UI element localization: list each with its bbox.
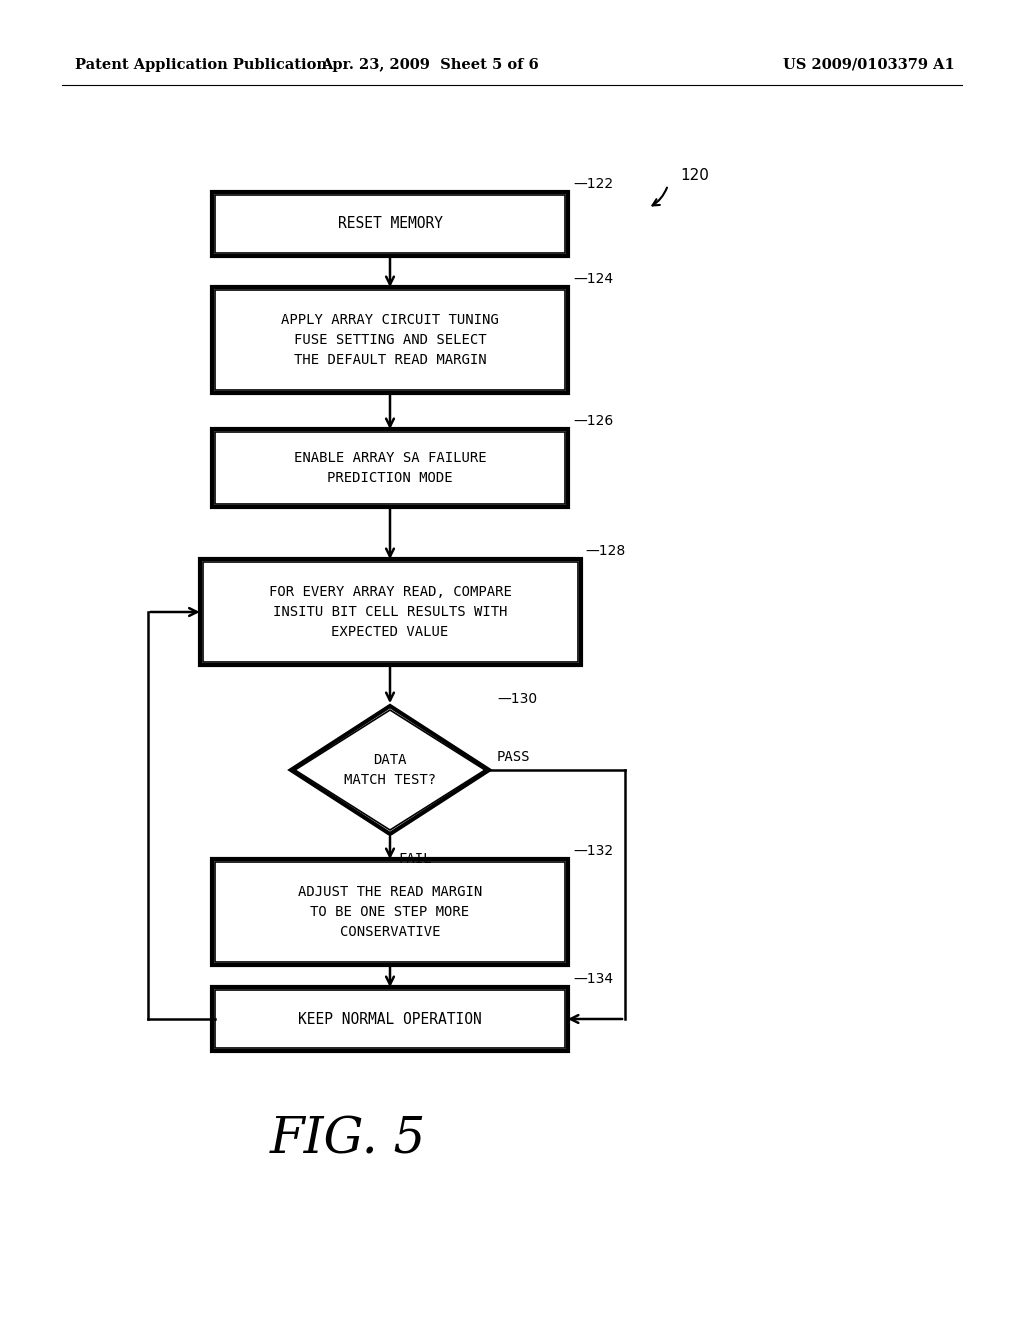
Polygon shape (291, 706, 489, 834)
Text: FIG. 5: FIG. 5 (270, 1115, 426, 1164)
Bar (215, 990, 565, 1048)
Text: Patent Application Publication: Patent Application Publication (75, 58, 327, 73)
Text: FAIL: FAIL (398, 851, 431, 866)
Text: FOR EVERY ARRAY READ, COMPARE
INSITU BIT CELL RESULTS WITH
EXPECTED VALUE: FOR EVERY ARRAY READ, COMPARE INSITU BIT… (268, 586, 511, 639)
Bar (215, 862, 565, 962)
Text: RESET MEMORY: RESET MEMORY (338, 216, 442, 231)
Text: KEEP NORMAL OPERATION: KEEP NORMAL OPERATION (298, 1011, 482, 1027)
Bar (212, 429, 568, 507)
Bar (215, 432, 565, 504)
Bar (215, 290, 565, 389)
Bar (212, 987, 568, 1051)
Text: ADJUST THE READ MARGIN
TO BE ONE STEP MORE
CONSERVATIVE: ADJUST THE READ MARGIN TO BE ONE STEP MO… (298, 886, 482, 939)
Bar (212, 191, 568, 256)
Text: —122: —122 (573, 177, 613, 191)
Bar (203, 562, 578, 663)
Text: 120: 120 (680, 168, 709, 182)
Text: Apr. 23, 2009  Sheet 5 of 6: Apr. 23, 2009 Sheet 5 of 6 (322, 58, 539, 73)
Polygon shape (295, 710, 485, 830)
Bar (212, 859, 568, 965)
Text: —134: —134 (573, 972, 613, 986)
Text: —126: —126 (573, 414, 613, 428)
Bar (215, 195, 565, 253)
Text: DATA
MATCH TEST?: DATA MATCH TEST? (344, 754, 436, 787)
Text: US 2009/0103379 A1: US 2009/0103379 A1 (783, 58, 955, 73)
Text: —132: —132 (573, 843, 613, 858)
Text: —128: —128 (586, 544, 626, 558)
Text: APPLY ARRAY CIRCUIT TUNING
FUSE SETTING AND SELECT
THE DEFAULT READ MARGIN: APPLY ARRAY CIRCUIT TUNING FUSE SETTING … (282, 314, 499, 367)
Text: —124: —124 (573, 272, 613, 286)
Text: ENABLE ARRAY SA FAILURE
PREDICTION MODE: ENABLE ARRAY SA FAILURE PREDICTION MODE (294, 451, 486, 484)
Text: PASS: PASS (497, 750, 530, 764)
Text: —130: —130 (497, 692, 538, 706)
Bar (212, 286, 568, 393)
Bar (200, 558, 581, 665)
